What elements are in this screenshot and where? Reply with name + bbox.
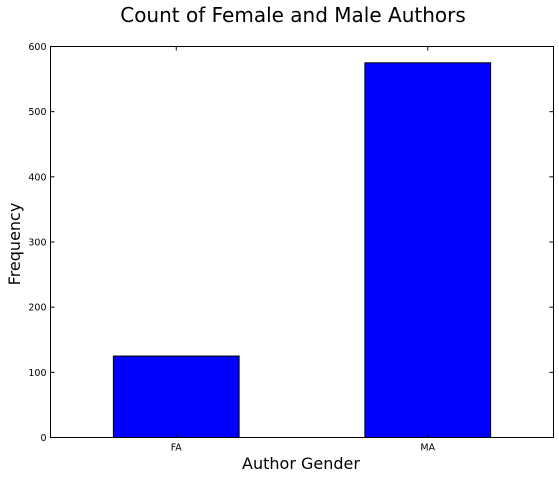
ticks-group: FA MA 0 100 200 300 400 500 600 — [28, 42, 554, 454]
y-tick-label: 0 — [40, 433, 46, 444]
y-axis-label: Frequency — [5, 203, 24, 286]
y-tick-label: 200 — [28, 303, 46, 314]
y-tick-label: 300 — [28, 238, 46, 249]
y-tick-label: 600 — [28, 42, 46, 53]
bars-group — [112, 62, 492, 439]
bar-fa — [112, 355, 240, 438]
x-tick-label: FA — [171, 443, 183, 454]
y-tick-label: 500 — [28, 107, 46, 118]
plot-area-frame — [50, 46, 554, 438]
x-axis-label: Author Gender — [242, 454, 360, 473]
y-tick-label: 100 — [28, 368, 46, 379]
x-tick-label: MA — [420, 443, 435, 454]
bar-ma — [364, 62, 492, 439]
chart-title: Count of Female and Male Authors — [120, 3, 466, 27]
y-tick-label: 400 — [28, 172, 46, 183]
